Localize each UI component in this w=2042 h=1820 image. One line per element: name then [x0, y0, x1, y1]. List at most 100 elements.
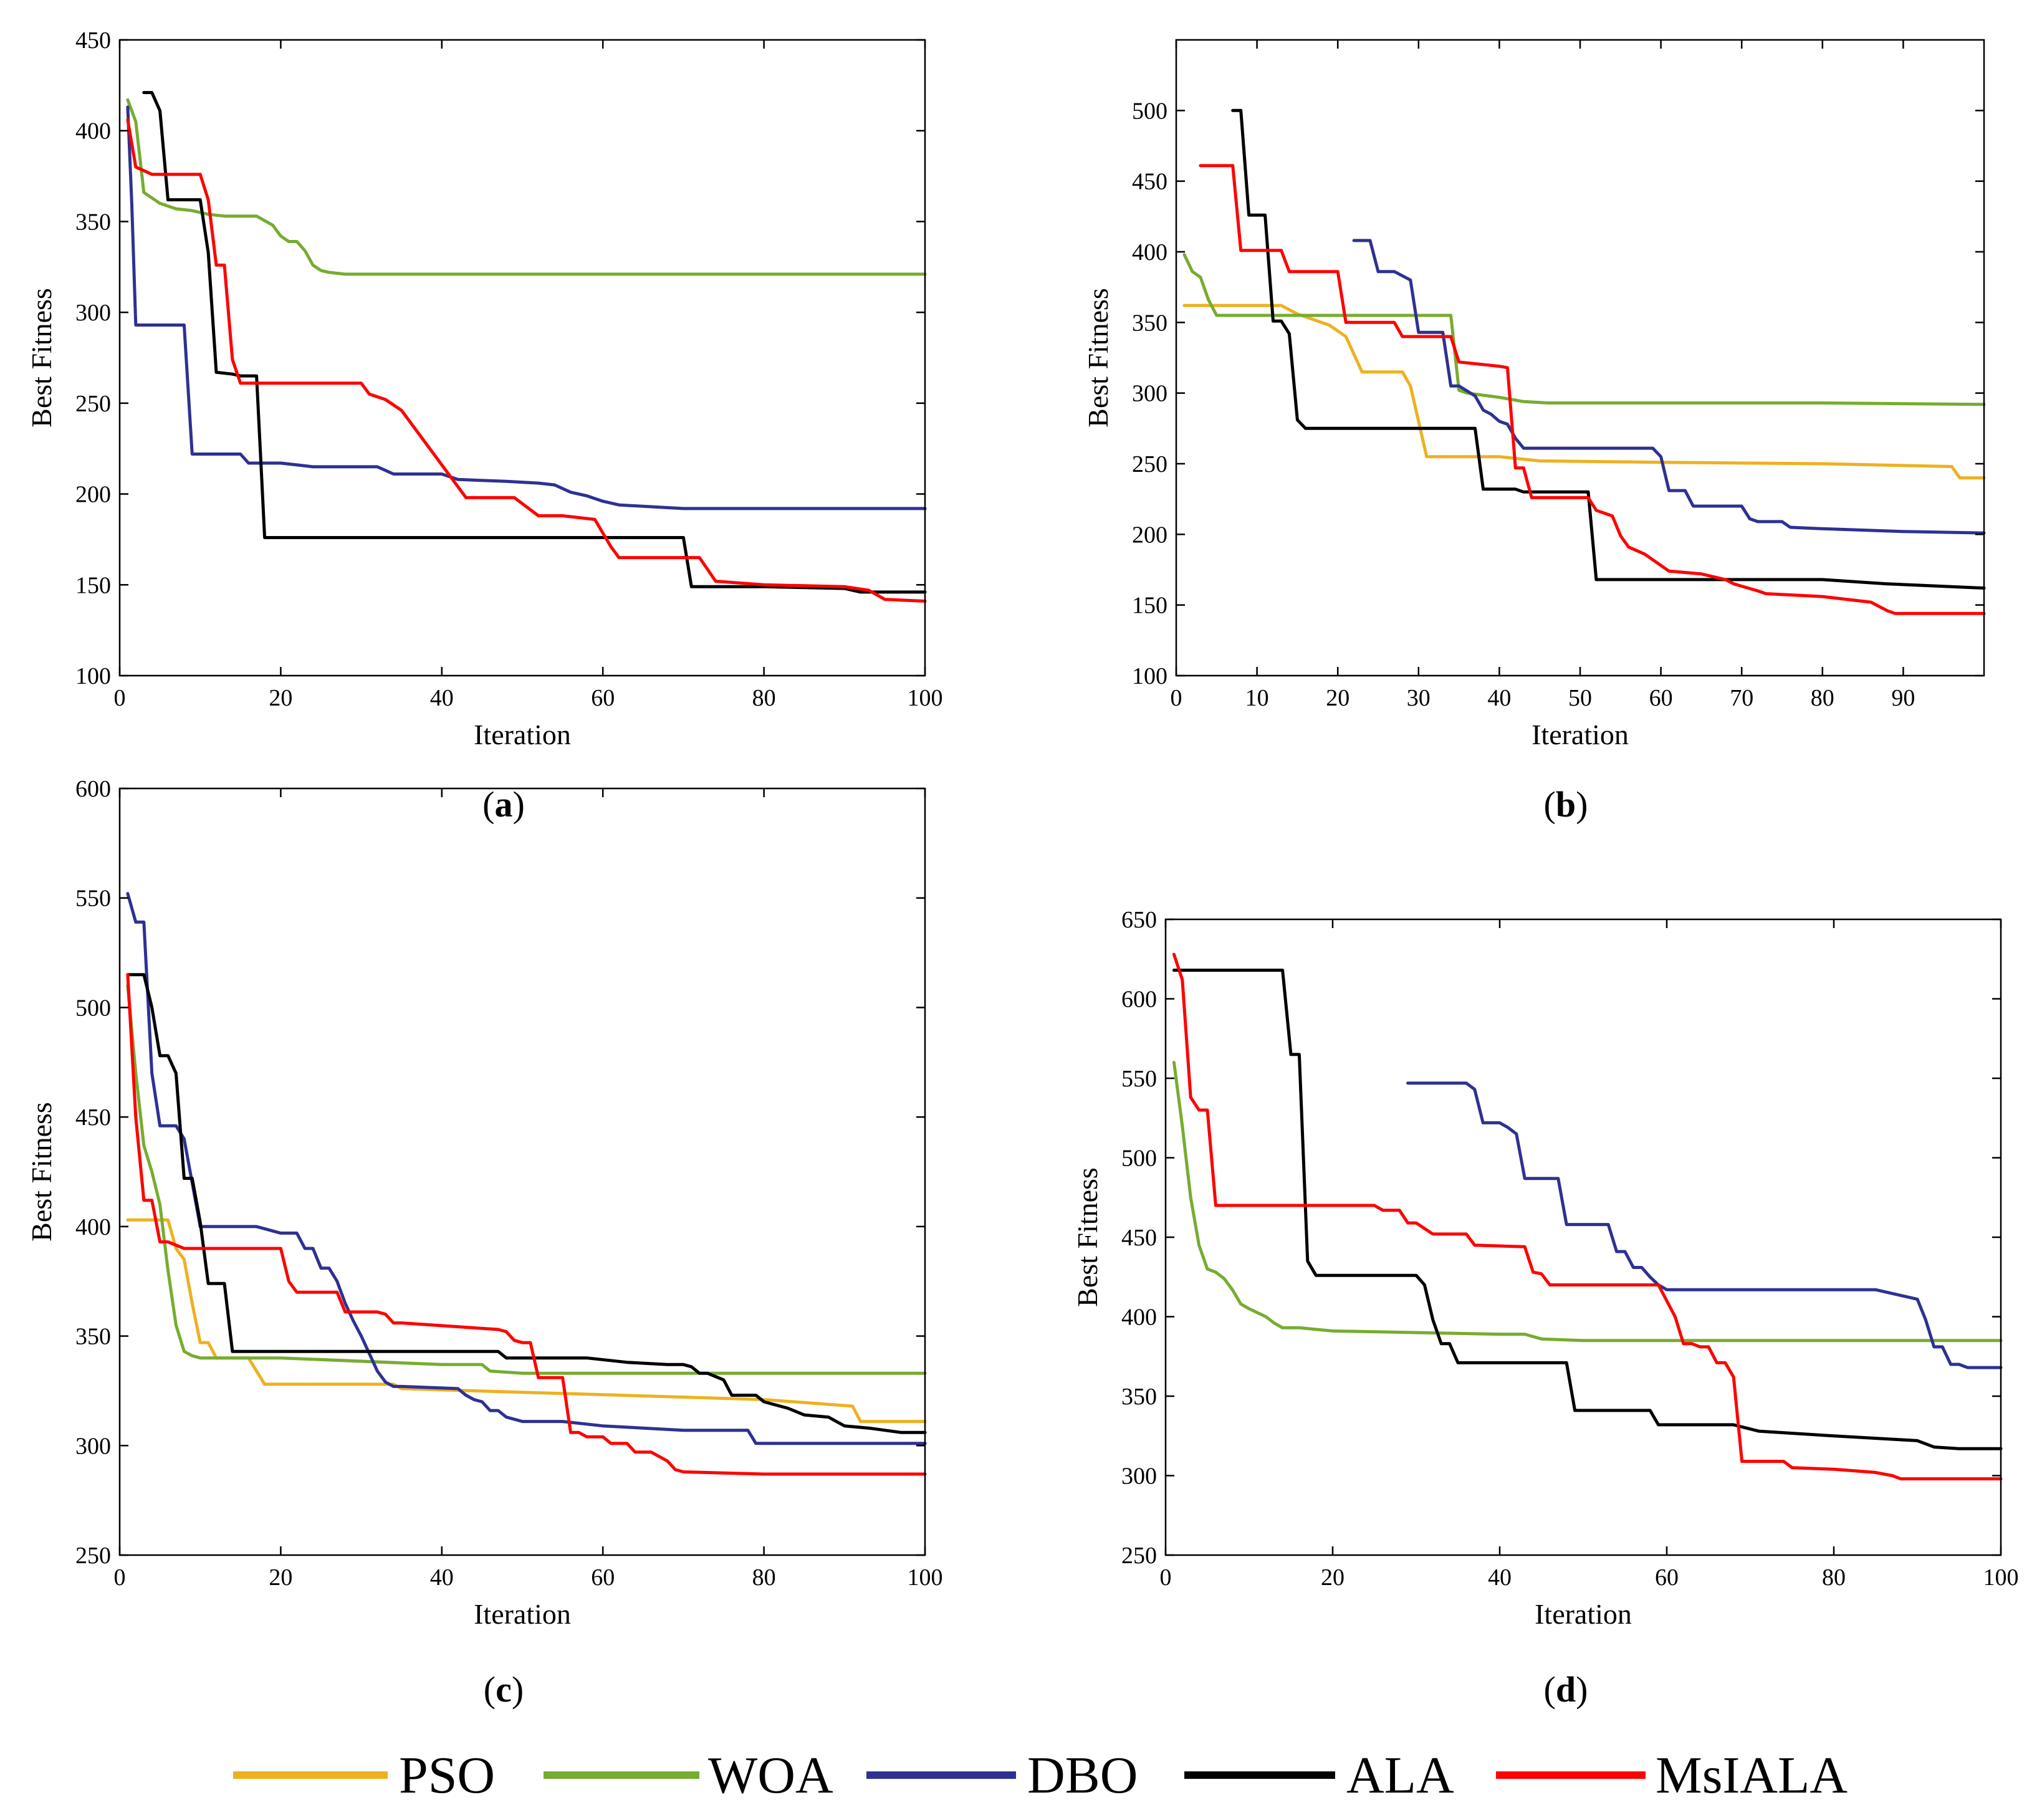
panel-b-xtick-label: 50 [1568, 685, 1592, 711]
panel-a-ytick-label: 300 [75, 300, 111, 326]
panel-c-series-msiala [126, 973, 927, 1476]
panel-b-series-ala [1231, 108, 1986, 590]
panel-c-ytick-label: 500 [75, 995, 111, 1021]
panel-a-ytick-label: 150 [75, 572, 111, 598]
panel-b-ylabel: Best Fitness [1082, 288, 1114, 428]
panel-a-ytick-label: 100 [75, 663, 111, 689]
panel-c-plot-frame [118, 787, 926, 1556]
panel-d-xtick-label: 60 [1655, 1564, 1679, 1591]
panel-d-series-woa [1172, 1061, 2003, 1343]
panel-c-series-pso [126, 1218, 927, 1424]
panel-d-ytick-label: 450 [1121, 1225, 1157, 1251]
panel-a-ylabel: Best Fitness [26, 288, 57, 428]
panel-d-series-msiala [1172, 952, 2003, 1481]
panel-d-ytick-label: 350 [1121, 1384, 1157, 1410]
legend-label-msiala: MsIALA [1656, 1746, 1848, 1804]
panel-a-ytick-label: 400 [75, 118, 111, 145]
panel-c-series-woa [126, 984, 927, 1375]
panel-b-xtick-label: 30 [1407, 685, 1431, 711]
panel-b-xtick-label: 60 [1649, 685, 1673, 711]
panel-b: 100 150 200 250 300 350 400 450 500 0 10 20 30 40 50 60… [1082, 39, 1986, 750]
panel-a-ytick-label: 200 [75, 482, 111, 508]
legend-label-pso: PSO [399, 1746, 495, 1804]
panel-b-series-pso [1182, 304, 1986, 480]
panel-a-xtick-label: 80 [752, 685, 776, 711]
legend: PSO WOA DBO ALA MsIALA [233, 1746, 1848, 1804]
panel-c-xtick-label: 80 [752, 1564, 776, 1591]
panel-c-ytick-label: 250 [75, 1543, 111, 1569]
panel-a-series-dbo [126, 105, 927, 510]
panel-b-xtick-label: 10 [1245, 685, 1269, 711]
panel-c-xtick-label: 20 [269, 1564, 292, 1591]
panel-c-letter: c [496, 1669, 512, 1710]
panel-d-ytick-label: 500 [1121, 1146, 1157, 1172]
panel-a-ytick-label: 350 [75, 209, 111, 235]
panel-d-xlabel: Iteration [1535, 1598, 1632, 1630]
panel-c-ytick-label: 300 [75, 1433, 111, 1459]
panel-c-xtick-label: 60 [591, 1564, 615, 1591]
panel-b-ytick-label: 300 [1132, 381, 1167, 407]
panel-b-ytick-label: 200 [1132, 522, 1167, 548]
panel-c-ytick-label: 600 [75, 776, 111, 802]
panel-b-ytick-label: 250 [1132, 451, 1167, 477]
panel-b-ytick-label: 100 [1132, 663, 1167, 689]
panel-c-ytick-label: 550 [75, 886, 111, 912]
panel-c-ylabel: Best Fitness [26, 1102, 57, 1242]
panel-b-ytick-label: 350 [1132, 310, 1167, 336]
legend-label-ala: ALA [1346, 1746, 1454, 1804]
panel-d-ytick-label: 300 [1121, 1463, 1157, 1490]
panel-d-ytick-label: 550 [1121, 1066, 1157, 1092]
panel-b-plot-frame [1175, 39, 1985, 677]
panel-a-xtick-label: 60 [591, 685, 615, 711]
panel-c-ytick-label: 450 [75, 1104, 111, 1131]
panel-c: 250 300 350 400 450 500 550 600 0 20 40 60 80 100 Iter… [26, 776, 943, 1630]
panel-a-series-ala [142, 91, 927, 594]
panel-b-ytick-label: 150 [1132, 593, 1167, 619]
panel-a-label: (a) [482, 784, 525, 825]
panel-b-ytick-label: 400 [1132, 239, 1167, 266]
panel-a-series-msiala [126, 118, 927, 603]
panel-a-ytick-label: 250 [75, 391, 111, 417]
panel-b-label: (b) [1544, 784, 1588, 825]
panel-d-letter: d [1556, 1669, 1576, 1710]
panel-d-label: (d) [1544, 1669, 1588, 1710]
panel-d-plot-frame [1164, 918, 2002, 1556]
panel-b-ytick-label: 500 [1132, 98, 1167, 124]
panel-d-series-dbo [1406, 1081, 2003, 1369]
panel-d-xtick-label: 40 [1488, 1564, 1512, 1591]
panel-d-xtick-label: 80 [1822, 1564, 1846, 1591]
panel-c-xtick-label: 40 [430, 1564, 454, 1591]
panel-d-xtick-label: 0 [1160, 1564, 1172, 1591]
panel-d-xtick-label: 20 [1321, 1564, 1345, 1591]
panel-b-series-woa [1182, 253, 1986, 406]
panel-b-xtick-label: 80 [1811, 685, 1834, 711]
panel-d-ytick-label: 250 [1121, 1543, 1157, 1569]
panel-d-series-ala [1172, 969, 2003, 1450]
legend-label-dbo: DBO [1027, 1746, 1138, 1804]
panel-b-xtick-label: 70 [1730, 685, 1753, 711]
panel-d-ytick-label: 650 [1121, 907, 1157, 933]
panel-a-xlabel: Iteration [474, 719, 571, 750]
panel-c-xlabel: Iteration [474, 1598, 571, 1630]
panel-a-ytick-label: 450 [75, 27, 111, 54]
panel-a-series-woa [126, 98, 927, 276]
panel-b-xtick-label: 20 [1326, 685, 1349, 711]
panel-c-ytick-label: 400 [75, 1214, 111, 1240]
panel-c-label: (c) [484, 1669, 524, 1710]
panel-d-ytick-label: 400 [1121, 1305, 1157, 1331]
panel-c-ytick-label: 350 [75, 1324, 111, 1350]
panel-a-xtick-label: 20 [269, 685, 292, 711]
panel-b-ytick-label: 450 [1132, 169, 1167, 195]
legend-label-woa: WOA [708, 1746, 833, 1804]
panel-b-series-dbo [1352, 239, 1986, 535]
panel-b-xtick-label: 90 [1891, 685, 1915, 711]
panel-c-xtick-label: 100 [908, 1564, 943, 1591]
panel-a: 100 150 200 250 300 350 400 450 0 20 40 60 80 100 Iter… [26, 27, 943, 750]
panel-d-xtick-label: 100 [1983, 1564, 2019, 1591]
panel-b-xlabel: Iteration [1532, 719, 1629, 750]
panel-a-xtick-label: 100 [908, 685, 943, 711]
panel-b-letter: b [1556, 784, 1576, 825]
panel-a-plot-frame [118, 39, 926, 677]
panel-b-series-msiala [1199, 164, 1986, 615]
